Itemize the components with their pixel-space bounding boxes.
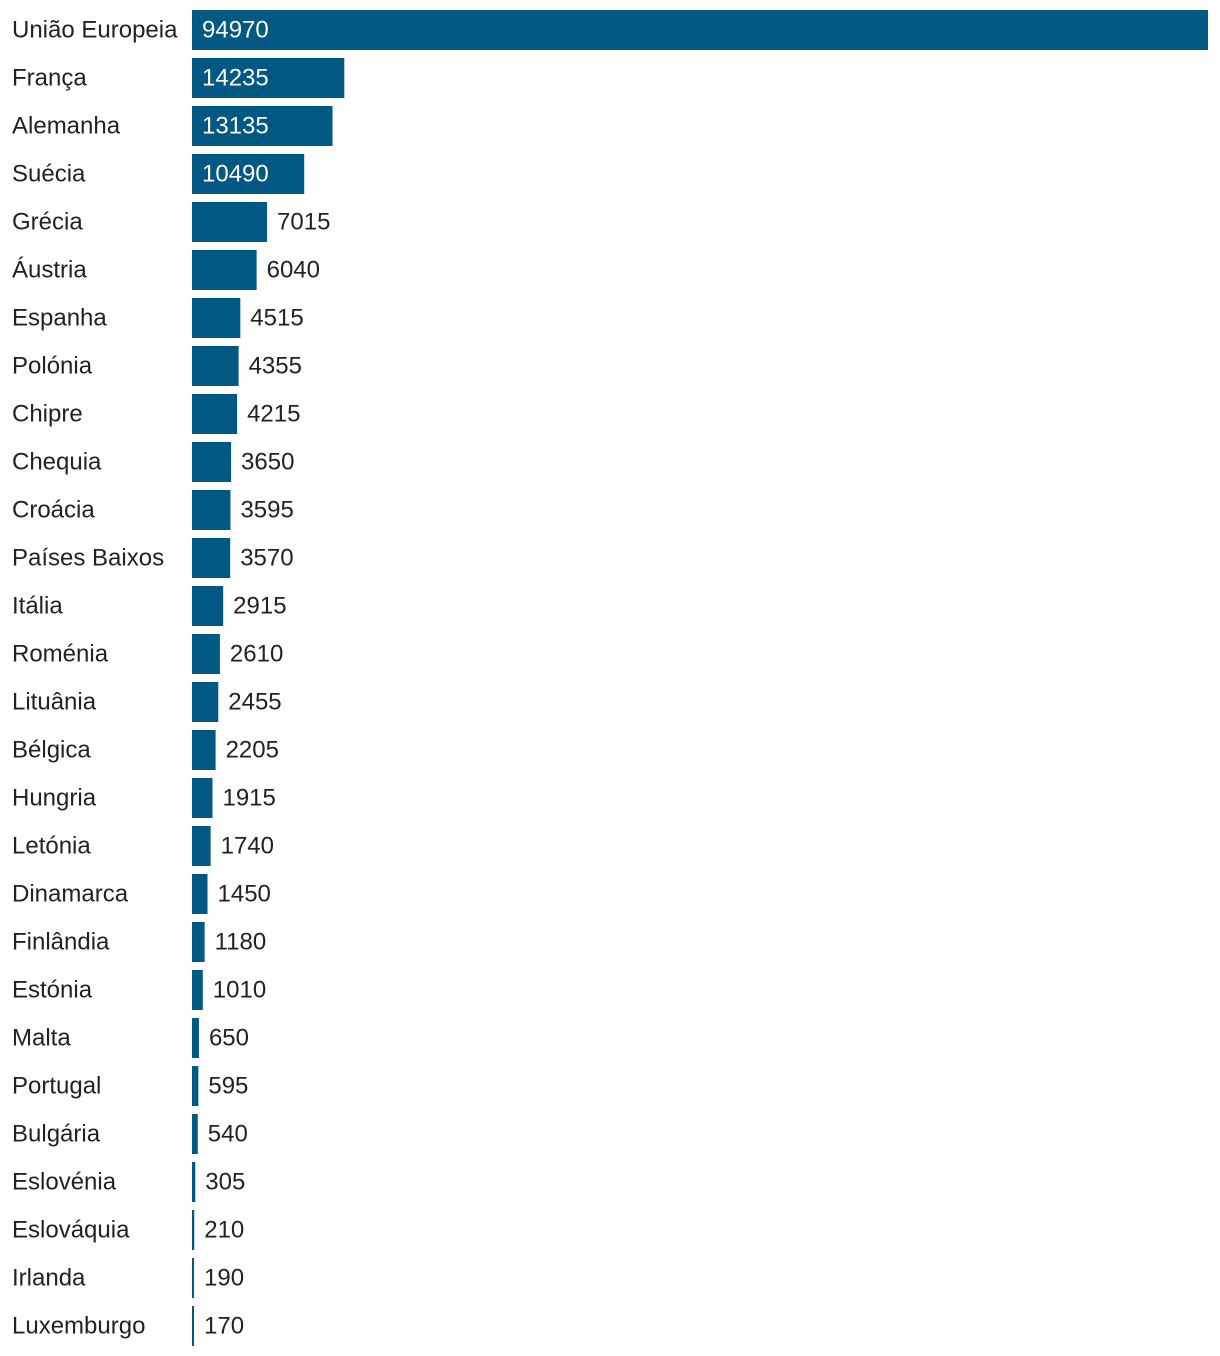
value-label: 2205 — [226, 737, 279, 764]
category-label: Croácia — [12, 497, 95, 524]
bar — [192, 202, 268, 242]
value-label: 1010 — [213, 977, 266, 1004]
bar — [192, 10, 1208, 50]
value-label: 2915 — [233, 593, 286, 620]
value-label: 13135 — [202, 113, 269, 140]
category-label: Alemanha — [12, 113, 121, 140]
category-label: Malta — [12, 1025, 71, 1052]
value-label: 94970 — [202, 17, 269, 44]
value-label: 2455 — [228, 689, 281, 716]
bar — [192, 1258, 195, 1298]
bar — [192, 970, 203, 1010]
bar — [192, 1162, 196, 1202]
category-label: Polónia — [12, 353, 93, 380]
value-label: 190 — [204, 1265, 244, 1292]
value-label: 1180 — [215, 929, 267, 956]
category-label: Luxemburgo — [12, 1313, 145, 1340]
value-label: 7015 — [277, 209, 330, 236]
bar — [192, 826, 211, 866]
value-label: 10490 — [202, 161, 269, 188]
value-label: 1450 — [218, 881, 271, 908]
category-label: Espanha — [12, 305, 107, 332]
category-label: Bulgária — [12, 1121, 101, 1148]
bar — [192, 106, 333, 146]
bar — [192, 922, 205, 962]
value-label: 210 — [204, 1217, 244, 1244]
value-label: 4515 — [250, 305, 303, 332]
bar — [192, 58, 345, 98]
category-label: Portugal — [12, 1073, 101, 1100]
category-label: Chipre — [12, 401, 83, 428]
value-label: 170 — [204, 1313, 244, 1340]
bar — [192, 298, 241, 338]
category-label: União Europeia — [12, 17, 178, 44]
category-label: Eslováquia — [12, 1217, 130, 1244]
category-label: Bélgica — [12, 737, 91, 764]
value-label: 6040 — [267, 257, 320, 284]
bar — [192, 490, 231, 530]
value-label: 3650 — [241, 449, 294, 476]
category-label: Lituânia — [12, 689, 97, 716]
category-label: Áustria — [12, 257, 87, 284]
bar — [192, 634, 220, 674]
bar — [192, 250, 257, 290]
category-label: Suécia — [12, 161, 86, 188]
bar — [192, 154, 305, 194]
bar — [192, 586, 224, 626]
category-label: Dinamarca — [12, 881, 129, 908]
category-label: Roménia — [12, 641, 109, 668]
bar — [192, 682, 219, 722]
bar — [192, 1066, 199, 1106]
value-label: 4355 — [249, 353, 302, 380]
value-label: 14235 — [202, 65, 269, 92]
category-label: França — [12, 65, 87, 92]
bar — [192, 778, 213, 818]
value-label: 305 — [205, 1169, 245, 1196]
value-label: 1915 — [222, 785, 275, 812]
value-label: 3595 — [240, 497, 293, 524]
bar — [192, 1114, 198, 1154]
bar — [192, 346, 239, 386]
category-label: Itália — [12, 593, 63, 620]
bar — [192, 874, 208, 914]
category-label: Finlândia — [12, 929, 110, 956]
bar — [192, 394, 238, 434]
bar — [192, 442, 232, 482]
value-label: 650 — [209, 1025, 249, 1052]
bar — [192, 1210, 195, 1250]
category-label: Grécia — [12, 209, 83, 236]
value-label: 540 — [208, 1121, 248, 1148]
category-label: Hungria — [12, 785, 97, 812]
value-label: 1740 — [221, 833, 274, 860]
value-label: 595 — [208, 1073, 248, 1100]
bar — [192, 1018, 199, 1058]
bar — [192, 538, 231, 578]
category-label: Irlanda — [12, 1265, 86, 1292]
category-label: Países Baixos — [12, 545, 164, 572]
category-label: Eslovénia — [12, 1169, 117, 1196]
value-label: 2610 — [230, 641, 283, 668]
bar — [192, 730, 216, 770]
value-label: 4215 — [247, 401, 300, 428]
category-label: Estónia — [12, 977, 93, 1004]
value-label: 3570 — [240, 545, 293, 572]
bar — [192, 1306, 194, 1346]
category-label: Letónia — [12, 833, 91, 860]
category-label: Chequia — [12, 449, 102, 476]
